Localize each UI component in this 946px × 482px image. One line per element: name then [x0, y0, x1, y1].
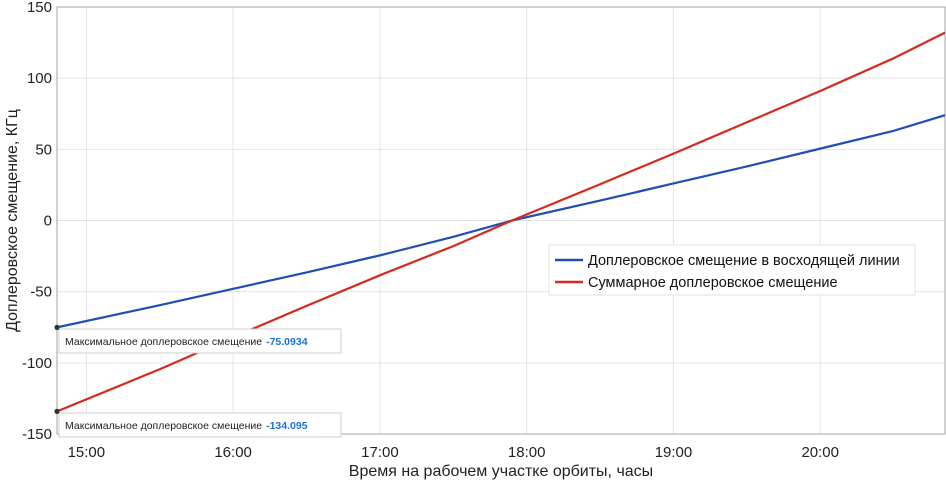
datatip-box — [58, 412, 342, 438]
datatip-markers — [54, 324, 60, 414]
x-tick-label: 15:00 — [68, 444, 106, 461]
y-tick-label: -100 — [22, 355, 52, 372]
datatip-marker — [54, 324, 60, 330]
y-tick-label: 150 — [27, 0, 52, 16]
datatip-value: -134.095 — [266, 420, 308, 432]
datatip-text: Максимальное доплеровское смещение -75.09… — [65, 336, 308, 348]
x-tick-label: 16:00 — [214, 444, 252, 461]
series-line-uplink — [56, 114, 946, 329]
datatip-uplink[interactable]: Максимальное доплеровское смещение -75.09… — [58, 328, 342, 354]
y-tick-label: 50 — [35, 141, 52, 158]
grid — [57, 6, 945, 435]
series-line-total — [56, 31, 946, 413]
y-tick-label: -50 — [30, 284, 52, 301]
y-axis-title: Доплеровское смещение, КГц — [4, 109, 21, 332]
x-tick-label: 18:00 — [508, 444, 546, 461]
x-tick-label: 17:00 — [361, 444, 399, 461]
y-tick-label: 100 — [27, 70, 52, 87]
datatip-label: Максимальное доплеровское смещение — [65, 336, 262, 348]
legend-label-total: Суммарное доплеровское смещение — [588, 275, 838, 291]
datatip-label: Максимальное доплеровское смещение — [65, 420, 262, 432]
datatip-text: Максимальное доплеровское смещение -134.0… — [65, 420, 308, 432]
x-tick-label: 20:00 — [801, 444, 839, 461]
datatip-value: -75.0934 — [266, 336, 308, 348]
y-tick-label: -150 — [22, 426, 52, 443]
x-axis-title: Время на рабочем участке орбиты, часы — [349, 463, 653, 480]
legend-label-uplink: Доплеровское смещение в восходящей линии — [588, 253, 900, 269]
series-layer — [56, 31, 946, 413]
x-tick-label: 19:00 — [655, 444, 693, 461]
plot-frame — [56, 6, 946, 435]
tick-labels: 15:00 16:00 17:00 18:00 19:00 20:00 -150 -100 -5… — [22, 0, 839, 461]
datatip-total[interactable]: Максимальное доплеровское смещение -134.0… — [58, 412, 342, 438]
y-tick-label: 0 — [44, 213, 52, 230]
legend-box — [548, 244, 916, 296]
legend: Доплеровское смещение в восходящей линии… — [548, 244, 916, 296]
datatip-box — [58, 328, 342, 354]
datatip-marker — [54, 408, 60, 414]
